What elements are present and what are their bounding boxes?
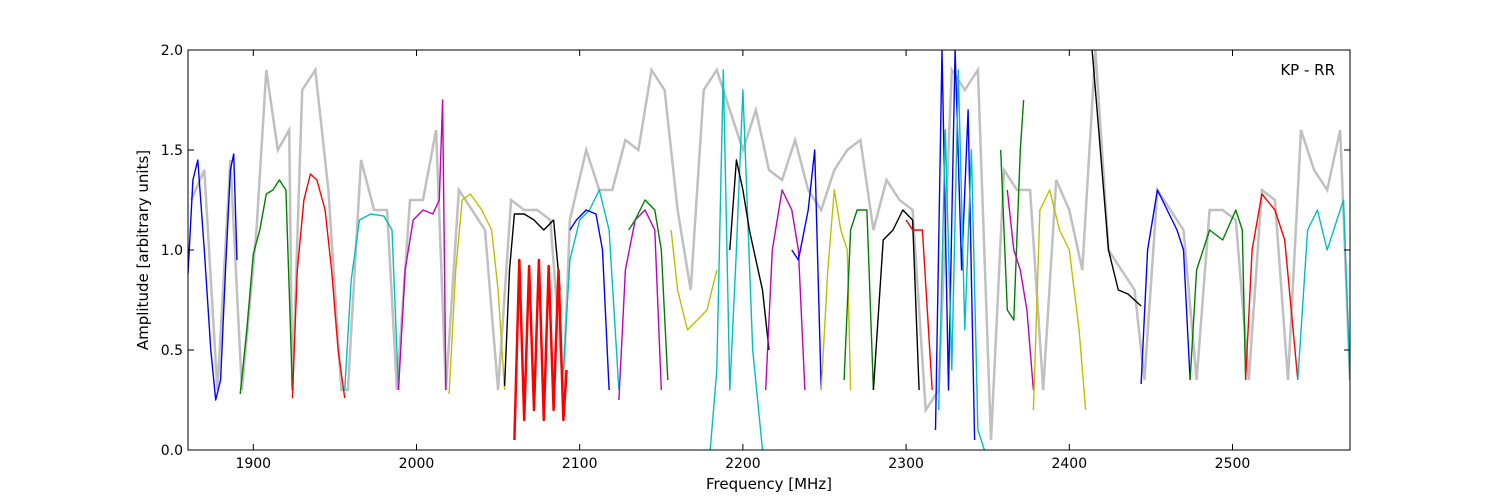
series-line-29 [1189,209,1247,381]
plot-area [187,49,1351,451]
series-line-25 [1006,189,1035,391]
y-axis-label: Amplitude [arbitrary units] [134,150,152,350]
series-line-16 [765,189,806,391]
x-tick-label: 2500 [1215,456,1251,472]
series-line-24 [1000,99,1025,321]
series-line-11 [618,209,662,401]
x-tick-label: 2400 [1051,456,1087,472]
series-line-19 [843,209,875,391]
series-line-14 [709,69,764,450]
chart-annotation: KP - RR [1280,61,1335,79]
y-tick-label: 2.0 [161,43,183,59]
x-tick-label: 2100 [562,456,598,472]
plot-background [188,50,1350,450]
series-line-26 [1032,189,1087,411]
series-line-9 [562,189,620,391]
y-axis-ticks: 0.0 0.5 1.0 1.5 2.0 [161,43,1350,459]
y-tick-label: 0.5 [161,343,183,359]
series-line-31 [1297,199,1350,381]
series-line-4 [344,213,400,391]
series-line-1 [188,153,238,401]
series-line-2 [239,179,294,395]
series-layer [188,50,1350,450]
series-line-13 [670,229,718,331]
x-axis-ticks: 1900 2000 2100 2200 2300 2400 2500 [235,50,1250,472]
series-line-22 [934,50,976,441]
background-envelope-layer [190,50,1350,441]
series-line-28 [1140,189,1191,385]
series-line-8 [513,258,568,441]
y-tick-label: 1.5 [161,143,183,159]
series-line-30 [1244,193,1299,381]
x-axis-label: Frequency [MHz] [706,475,832,493]
series-line-3 [291,173,346,399]
x-tick-label: 2000 [399,456,435,472]
series-line-6 [448,193,506,395]
series-line-20 [872,209,920,391]
series-line-12 [628,199,669,381]
series-line-10 [569,209,610,391]
series-line-5 [397,99,447,391]
y-tick-label: 0.0 [161,443,183,459]
background-envelope-line [190,50,1350,441]
x-tick-label: 2200 [725,456,761,472]
series-line-18 [820,189,852,391]
series-line-21 [905,219,933,391]
series-line-23 [938,69,986,450]
series-line-27 [1091,50,1142,307]
x-tick-label: 2300 [888,456,924,472]
series-line-7 [503,213,561,387]
y-tick-label: 1.0 [161,243,183,259]
series-line-17 [791,149,822,391]
series-line-15 [729,159,770,351]
x-tick-label: 1900 [235,456,271,472]
